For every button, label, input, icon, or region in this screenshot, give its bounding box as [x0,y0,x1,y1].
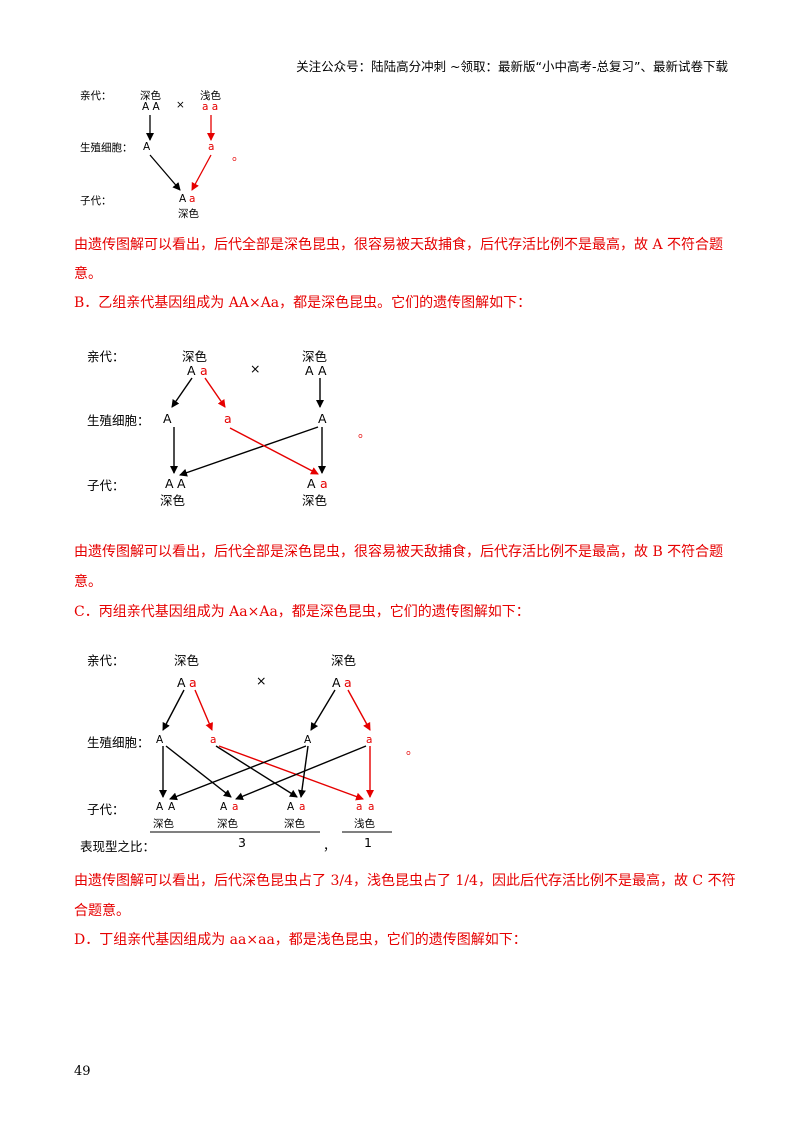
gamete-a: a [366,734,373,746]
label-dark: 深色 [302,349,328,364]
cross-sign: × [176,99,185,111]
label-offspring: 子代： [80,195,112,207]
offspring2-dark: 深色 [302,493,328,508]
label-dark: 深色 [140,90,161,102]
page-number: 49 [74,1064,91,1079]
offspring1-A1: A [156,801,164,813]
genotype-aa: a a [202,101,219,113]
genotype-AA: A A [142,101,160,113]
label-dark: 深色 [174,653,200,668]
offspring3-a: a [299,801,306,813]
label-gamete: 生殖细胞： [87,735,150,750]
offspring-A: A [179,193,187,205]
label-parent: 亲代： [87,349,125,364]
gamete-A: A [318,411,327,426]
offspring1-A2: A [168,801,176,813]
offspring-a: a [189,193,196,205]
cross-sign: × [256,673,267,688]
offspring4-a2: a [368,801,375,813]
paragraph-c-intro: C．丙组亲代基因组成为 Aa×Aa，都是深色昆虫，它们的遗传图解如下： [74,604,530,620]
paragraph-a-line2: 意。 [74,266,102,282]
label-dark: 深色 [331,653,357,668]
parent2-a: a [344,675,352,690]
gamete-A: A [143,141,151,153]
offspring2-A: A [307,476,316,491]
offspring1-dark: 深色 [153,818,174,830]
label-gamete: 生殖细胞： [80,142,133,154]
label-parent: 亲代： [80,90,112,102]
ratio-separator: ， [323,838,336,853]
ratio-light: 1 [364,835,372,850]
paragraph-c-line1: 由遗传图解可以看出，后代深色昆虫占了 3/4，浅色昆虫占了 1/4，因此后代存活… [74,873,736,889]
offspring3-dark: 深色 [284,818,305,830]
paragraph-a-line1: 由遗传图解可以看出，后代全部是深色昆虫，很容易被天敌捕食，后代存活比例不是最高，… [74,237,724,253]
offspring1-A2: A [177,476,186,491]
parent2-A2: A [318,363,327,378]
parent2-A1: A [305,363,314,378]
offspring1-A1: A [165,476,174,491]
paragraph-c-line2: 合题意。 [74,903,130,919]
gamete-a: a [224,411,232,426]
ratio-dark: 3 [238,835,246,850]
paragraph-b-line1: 由遗传图解可以看出，后代全部是深色昆虫，很容易被天敌捕食，后代存活比例不是最高，… [74,544,724,560]
dot-mark: 。 [358,425,371,440]
page-header: 关注公众号：陆陆高分冲刺 ~领取：最新版“小中高考-总复习”、最新试卷下载 [296,59,728,74]
offspring2-A: A [220,801,228,813]
offspring2-a: a [320,476,328,491]
label-ratio: 表现型之比： [80,839,156,854]
gamete-a: a [208,141,215,153]
offspring2-dark: 深色 [217,818,238,830]
label-offspring: 子代： [87,478,125,493]
label-dark: 深色 [182,349,208,364]
dot-mark: 。 [232,148,245,163]
parent1-A: A [187,363,196,378]
offspring-dark: 深色 [178,208,199,220]
label-gamete: 生殖细胞： [87,413,150,428]
offspring1-dark: 深色 [160,493,186,508]
gamete-A: A [304,734,312,746]
parent1-a: a [189,675,197,690]
paragraph-b-line2: 意。 [74,574,102,590]
dot-mark: 。 [406,742,419,757]
offspring4-light: 浅色 [354,818,375,830]
label-offspring: 子代： [87,802,125,817]
parent1-a: a [200,363,208,378]
label-parent: 亲代： [87,653,125,668]
offspring2-a: a [232,801,239,813]
gamete-A: A [156,734,164,746]
label-light: 浅色 [200,90,221,102]
offspring4-a1: a [356,801,363,813]
offspring3-A: A [287,801,295,813]
parent2-A: A [332,675,341,690]
paragraph-b-intro: B．乙组亲代基因组成为 AA×Aa，都是深色昆虫。它们的遗传图解如下： [74,295,532,311]
paragraph-d-intro: D．丁组亲代基因组成为 aa×aa，都是浅色昆虫，它们的遗传图解如下： [74,932,527,948]
cross-sign: × [250,361,261,376]
gamete-a: a [210,734,217,746]
gamete-A: A [163,411,172,426]
parent1-A: A [177,675,186,690]
